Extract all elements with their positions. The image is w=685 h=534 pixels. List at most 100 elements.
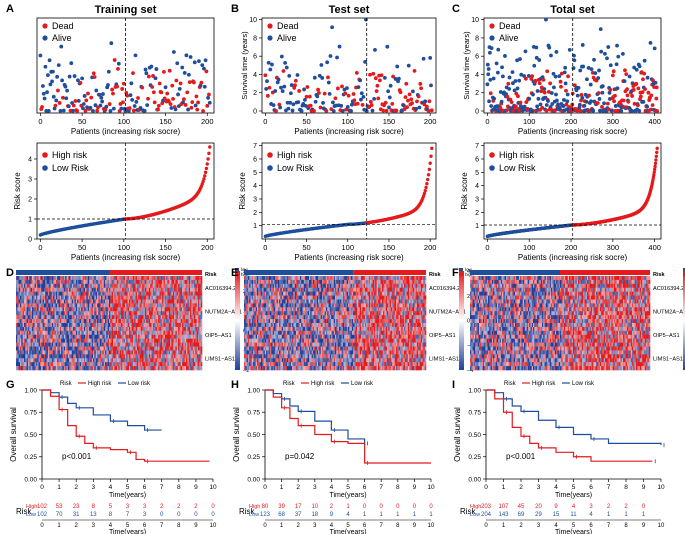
- survival-point: [511, 81, 515, 86]
- heat-cell: [154, 279, 156, 285]
- heat-cell: [114, 287, 116, 292]
- heat-cell: [163, 295, 166, 300]
- survival-point: [615, 43, 619, 48]
- heat-cell: [74, 279, 77, 285]
- survival-point: [55, 74, 59, 79]
- survival-point: [368, 99, 373, 104]
- heat-cell: [188, 279, 191, 285]
- survival-point: [187, 72, 191, 77]
- heat-cell: [179, 299, 182, 304]
- heat-cell: [127, 287, 130, 292]
- heat-cell: [132, 287, 135, 292]
- heat-cell: [66, 283, 69, 289]
- heat-cell: [167, 291, 170, 296]
- heat-cell: [147, 283, 150, 289]
- heat-cell: [55, 299, 58, 304]
- risk-bar-high: [109, 270, 202, 275]
- heat-cell: [90, 279, 93, 285]
- survival-point: [286, 106, 291, 111]
- y-tick-label: 5: [253, 170, 257, 177]
- heat-cell: [73, 283, 75, 289]
- heat-cell: [81, 299, 83, 304]
- survival-point: [593, 71, 598, 76]
- heat-cell: [200, 276, 203, 281]
- heat-cell: [192, 291, 195, 296]
- survival-point: [519, 72, 524, 77]
- survival-point: [650, 103, 655, 108]
- heat-cell: [43, 287, 46, 292]
- legend-alive-marker: [42, 35, 48, 41]
- heat-cell: [75, 303, 78, 308]
- heat-cell: [174, 291, 176, 296]
- heat-cell: [90, 287, 93, 292]
- heat-cell: [101, 279, 103, 285]
- survival-point: [60, 78, 64, 83]
- survival-point: [418, 82, 423, 86]
- heat-cell: [46, 299, 49, 304]
- survival-point: [76, 98, 81, 103]
- heat-cell: [112, 276, 115, 281]
- survival-point: [512, 88, 517, 93]
- heat-cell: [54, 303, 57, 308]
- heat-cell: [140, 279, 143, 285]
- heat-cell: [146, 276, 148, 281]
- heat-cell: [106, 295, 108, 300]
- survival-point: [565, 99, 570, 104]
- heat-cell: [69, 291, 71, 296]
- survival-point: [40, 105, 44, 109]
- heat-cell: [50, 276, 53, 281]
- survival-point: [547, 45, 552, 50]
- heat-cell: [112, 283, 115, 289]
- heat-cell: [67, 276, 70, 281]
- heat-cell: [85, 276, 87, 281]
- heat-cell: [180, 276, 183, 281]
- survival-point: [86, 91, 90, 96]
- heat-cell: [143, 276, 146, 281]
- heat-cell: [91, 291, 94, 296]
- heat-cell: [190, 279, 192, 285]
- heat-cell: [77, 299, 79, 304]
- heat-cell: [122, 295, 124, 300]
- survival-point: [487, 99, 491, 104]
- survival-point: [351, 92, 356, 96]
- heat-cell: [168, 283, 171, 289]
- heat-cell: [106, 279, 108, 285]
- heat-cell: [31, 295, 34, 300]
- heat-cell: [85, 279, 87, 285]
- survival-point: [205, 103, 210, 108]
- survival-point: [80, 76, 85, 81]
- heat-cell: [49, 291, 51, 296]
- survival-point: [100, 99, 105, 104]
- survival-point: [401, 103, 406, 108]
- x-tick-label: 50: [302, 243, 310, 252]
- heat-cell: [184, 276, 187, 281]
- heat-cell: [159, 295, 162, 300]
- survival-point: [355, 101, 360, 106]
- heat-cell: [160, 276, 163, 281]
- heat-cell: [95, 295, 98, 300]
- heat-cell: [83, 295, 86, 300]
- y-tick-label: 0: [475, 109, 479, 116]
- survival-point: [63, 84, 68, 89]
- heat-cell: [63, 295, 66, 300]
- heat-cell: [132, 279, 135, 285]
- heat-cell: [55, 276, 58, 281]
- heat-cell: [151, 287, 154, 292]
- heat-cell: [33, 279, 35, 285]
- heat-cell: [171, 283, 174, 289]
- heat-cell: [170, 287, 172, 292]
- survival-point: [589, 99, 594, 104]
- y-tick-label: 2: [253, 210, 257, 217]
- heat-cell: [45, 276, 47, 281]
- heat-cell: [41, 276, 43, 281]
- heat-cell: [78, 279, 81, 285]
- heat-cell: [30, 279, 33, 285]
- heat-cell: [93, 287, 95, 292]
- survival-point: [131, 108, 136, 113]
- survival-point: [41, 91, 46, 96]
- heat-cell: [102, 291, 104, 296]
- heat-cell: [162, 295, 164, 300]
- survival-point: [146, 96, 150, 101]
